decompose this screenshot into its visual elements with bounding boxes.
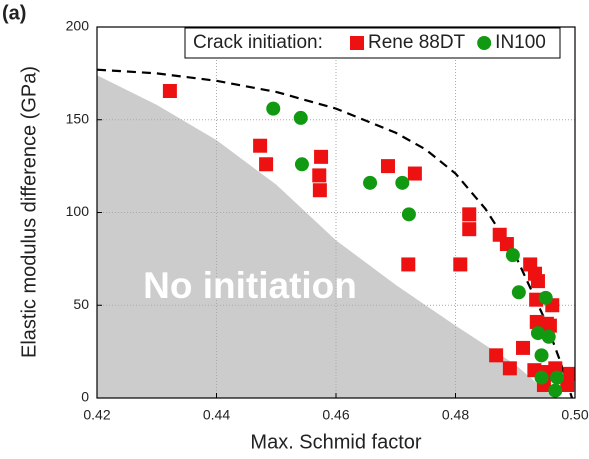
data-point (312, 168, 327, 183)
data-point (407, 166, 422, 181)
data-point (502, 361, 517, 376)
x-axis-label: Max. Schmid factor (250, 431, 422, 453)
data-point (462, 222, 477, 237)
data-point (294, 157, 309, 172)
x-tick-label: 0.44 (203, 407, 230, 423)
data-point (530, 274, 545, 289)
data-point (538, 290, 553, 305)
data-point (259, 157, 274, 172)
data-point (266, 101, 281, 116)
data-point (560, 378, 575, 393)
y-tick-label: 100 (66, 203, 90, 219)
x-tick-label: 0.46 (322, 407, 349, 423)
data-point (563, 366, 575, 381)
data-point (293, 110, 308, 125)
panel-label: (a) (2, 2, 26, 24)
annotation: No initiation (143, 265, 357, 306)
data-point (548, 383, 563, 398)
no-initiation-region (97, 75, 555, 398)
data-point (541, 329, 556, 344)
data-point (542, 318, 557, 333)
data-point (395, 175, 410, 190)
data-point (530, 326, 545, 341)
data-point (462, 207, 477, 222)
legend-marker (350, 36, 364, 50)
data-point (401, 257, 416, 272)
legend-title: Crack initiation: (193, 32, 323, 53)
data-point (312, 183, 327, 198)
legend-label: Rene 88DT (368, 32, 466, 53)
data-point (253, 138, 268, 153)
legend-label: IN100 (495, 32, 546, 53)
data-point (511, 285, 526, 300)
x-tick-label: 0.50 (561, 407, 588, 423)
data-point (499, 237, 514, 252)
data-point (453, 257, 468, 272)
y-tick-label: 50 (73, 296, 89, 312)
data-point (534, 370, 549, 385)
plot-frame (96, 26, 576, 399)
x-tick-label: 0.42 (83, 407, 110, 423)
data-point (516, 340, 531, 355)
data-point (401, 207, 416, 222)
data-point (550, 370, 565, 385)
y-tick-label: 150 (66, 110, 90, 126)
data-point (162, 83, 177, 98)
legend-box (184, 27, 561, 59)
data-point (534, 348, 549, 363)
data-point (314, 149, 329, 164)
data-point (363, 175, 378, 190)
boundary-curve (97, 68, 574, 398)
data-point (489, 348, 504, 363)
y-tick-label: 200 (66, 18, 90, 34)
data-point (380, 159, 395, 174)
plot-area (97, 27, 575, 398)
legend-marker (477, 36, 492, 50)
y-axis-label: Elastic modulus difference (GPa) (18, 66, 40, 358)
x-tick-label: 0.48 (442, 407, 469, 423)
y-tick-label: 0 (81, 389, 89, 405)
data-point (505, 248, 520, 263)
